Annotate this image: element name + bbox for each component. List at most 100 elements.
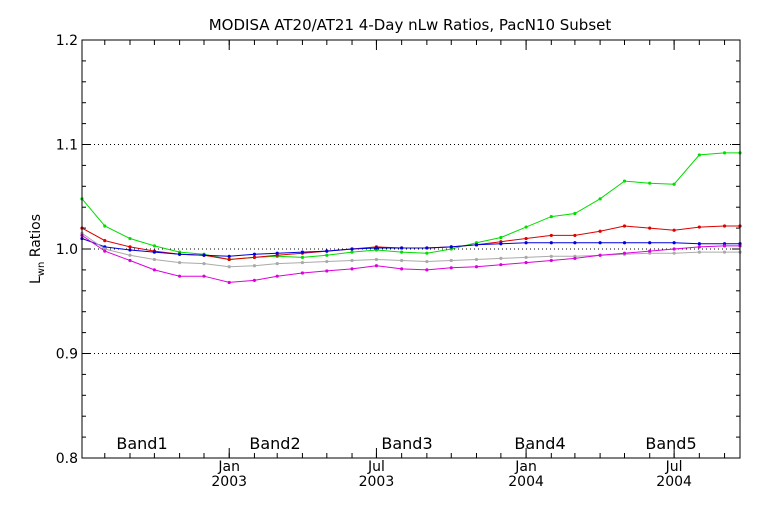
data-point-band4 (374, 257, 379, 262)
y-tick-label: 0.9 (56, 347, 78, 363)
data-point-band1 (622, 179, 627, 183)
data-point-band4 (722, 250, 727, 254)
y-axis-label-rest: Ratios (28, 214, 44, 262)
series-line-band5 (81, 234, 740, 283)
data-point-band5 (524, 260, 528, 265)
data-point-band2 (573, 233, 577, 238)
data-point-band2 (103, 239, 107, 243)
data-point-band3 (350, 247, 354, 251)
data-point-band5 (722, 244, 727, 248)
data-point-band3 (300, 250, 305, 254)
data-point-band5 (549, 258, 553, 263)
data-point-band4 (425, 259, 429, 264)
data-point-band4 (499, 256, 503, 261)
data-point-band4 (300, 260, 305, 265)
data-point-band3 (549, 241, 553, 245)
data-point-band4 (549, 254, 553, 258)
chart-title: MODISA AT20/AT21 4-Day nLw Ratios, PacN1… (209, 16, 612, 34)
data-point-band4 (524, 255, 528, 259)
data-point-band3 (275, 251, 279, 255)
data-point-band5 (648, 249, 652, 253)
legend: Band1 Band2 Band3 Band4 Band5 (116, 434, 696, 453)
data-point-band4 (474, 257, 479, 262)
data-point-band1 (598, 197, 602, 201)
data-point-band4 (400, 258, 404, 263)
data-point-band5 (598, 253, 602, 257)
data-point-band4 (672, 251, 676, 255)
data-point-band3 (152, 250, 156, 254)
x-tick-label-month: Jul (367, 459, 385, 475)
data-point-band2 (722, 224, 727, 228)
data-point-band5 (325, 269, 329, 273)
data-point-band5 (573, 256, 577, 261)
data-point-band4 (252, 264, 257, 268)
data-point-band3 (374, 246, 379, 250)
legend-band3: Band3 (381, 434, 432, 453)
data-point-band1 (128, 236, 132, 241)
data-point-band1 (325, 253, 329, 257)
data-point-band3 (202, 253, 206, 257)
x-tick-label-year: 2004 (508, 474, 544, 490)
data-point-band5 (300, 271, 305, 275)
data-point-band5 (622, 251, 627, 255)
data-point-band4 (128, 253, 132, 257)
data-point-band5 (252, 278, 257, 282)
data-point-band5 (697, 245, 701, 249)
data-point-band5 (499, 263, 503, 267)
data-point-band5 (400, 267, 404, 271)
data-point-band1 (300, 255, 305, 259)
data-point-band2 (598, 229, 602, 233)
data-point-band4 (449, 258, 453, 263)
data-point-band2 (549, 233, 553, 238)
data-point-band3 (499, 242, 503, 246)
data-point-band4 (697, 250, 701, 254)
data-point-band5 (474, 265, 479, 269)
data-point-band3 (598, 241, 602, 245)
data-point-band4 (350, 258, 354, 263)
x-tick-label-year: 2003 (211, 474, 247, 490)
data-point-band4 (227, 265, 231, 269)
y-tick-label: 1.0 (56, 242, 78, 258)
data-point-band2 (252, 255, 257, 259)
x-tick-label-month: Jan (514, 459, 537, 475)
data-point-band5 (350, 267, 354, 271)
data-point-band5 (128, 258, 132, 263)
data-point-band1 (697, 153, 701, 157)
data-point-band2 (672, 228, 676, 232)
data-point-band5 (374, 264, 379, 268)
data-point-band1 (425, 251, 429, 255)
data-point-band2 (227, 257, 231, 262)
data-point-band1 (524, 225, 528, 229)
data-point-band1 (648, 181, 652, 185)
series-line-band1 (81, 152, 740, 261)
data-point-band3 (400, 246, 404, 250)
data-point-band5 (425, 268, 429, 272)
series-line-band3 (81, 238, 740, 257)
series-group (80, 151, 742, 285)
data-point-band3 (178, 252, 182, 256)
data-point-band5 (275, 274, 279, 278)
data-point-band2 (648, 226, 652, 230)
x-tick-label-month: Jul (665, 459, 683, 475)
data-point-band2 (622, 224, 627, 228)
x-tick-label-year: 2003 (359, 474, 395, 490)
x-tick-label-year: 2004 (656, 474, 692, 490)
data-point-band4 (152, 257, 156, 262)
data-point-band2 (524, 236, 528, 241)
data-point-band1 (499, 235, 503, 240)
legend-band2: Band2 (249, 434, 300, 453)
data-point-band1 (350, 250, 354, 254)
data-point-band4 (325, 259, 329, 264)
legend-band1: Band1 (116, 434, 167, 453)
data-point-band3 (474, 243, 479, 247)
data-point-band3 (425, 246, 429, 250)
data-point-band1 (549, 215, 553, 219)
data-point-band1 (722, 151, 727, 155)
y-axis-label: Lwn Ratios (28, 214, 47, 284)
data-point-band4 (275, 262, 279, 266)
data-point-band3 (128, 248, 132, 252)
legend-band5: Band5 (645, 434, 696, 453)
grid-lines (82, 144, 740, 354)
